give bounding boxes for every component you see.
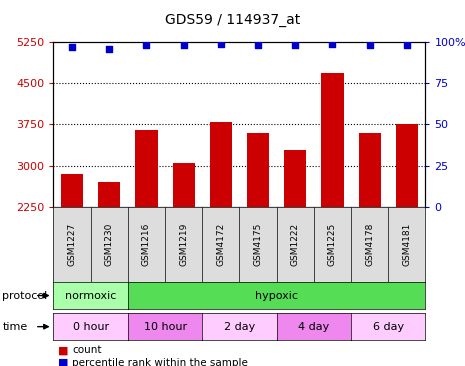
Text: GSM4175: GSM4175 [253, 223, 263, 266]
Bar [396, 124, 418, 207]
Text: GSM4178: GSM4178 [365, 223, 374, 266]
Text: hypoxic: hypoxic [255, 291, 298, 300]
Text: GSM1219: GSM1219 [179, 223, 188, 266]
Text: GSM1216: GSM1216 [142, 223, 151, 266]
Text: GSM1230: GSM1230 [105, 223, 114, 266]
Text: GSM1222: GSM1222 [291, 223, 300, 266]
Bar [284, 150, 306, 207]
Text: 6 day: 6 day [373, 322, 404, 332]
Bar [61, 174, 83, 207]
Text: 4 day: 4 day [298, 322, 330, 332]
Point [106, 46, 113, 52]
Text: time: time [2, 322, 27, 332]
Text: 10 hour: 10 hour [144, 322, 186, 332]
Point [366, 42, 373, 48]
Point [254, 42, 262, 48]
Point [403, 42, 411, 48]
Bar [321, 73, 344, 207]
Text: ■: ■ [58, 345, 69, 355]
Bar [98, 182, 120, 207]
Text: GDS59 / 114937_at: GDS59 / 114937_at [165, 13, 300, 27]
Bar [210, 122, 232, 207]
Text: count: count [72, 345, 101, 355]
Point [143, 42, 150, 48]
Text: normoxic: normoxic [65, 291, 116, 300]
Bar [359, 132, 381, 207]
Point [180, 42, 187, 48]
Point [292, 42, 299, 48]
Bar [135, 130, 158, 207]
Text: GSM4172: GSM4172 [216, 223, 226, 266]
Text: 2 day: 2 day [224, 322, 255, 332]
Bar [247, 132, 269, 207]
Text: ■: ■ [58, 358, 69, 366]
Text: protocol: protocol [2, 291, 47, 300]
Text: GSM4181: GSM4181 [402, 223, 412, 266]
Point [217, 41, 225, 46]
Point [329, 41, 336, 46]
Bar [173, 163, 195, 207]
Text: GSM1225: GSM1225 [328, 223, 337, 266]
Point [68, 44, 76, 50]
Text: 0 hour: 0 hour [73, 322, 109, 332]
Text: percentile rank within the sample: percentile rank within the sample [72, 358, 248, 366]
Text: GSM1227: GSM1227 [67, 223, 77, 266]
